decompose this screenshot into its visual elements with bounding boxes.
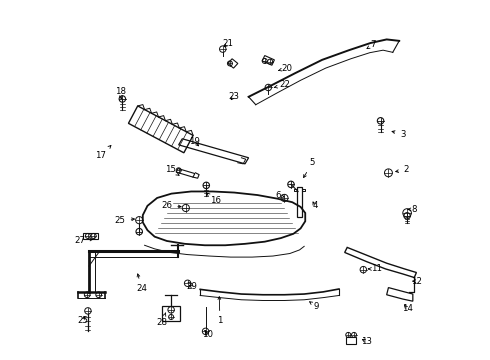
Text: 15: 15: [165, 166, 179, 175]
Text: 1: 1: [217, 297, 222, 325]
Text: 13: 13: [361, 337, 372, 346]
Text: 22: 22: [274, 81, 291, 90]
Text: 24: 24: [136, 274, 147, 293]
Text: 29: 29: [187, 282, 197, 291]
Text: 2: 2: [396, 166, 409, 175]
Text: 23: 23: [228, 92, 239, 101]
Text: 18: 18: [115, 86, 126, 99]
Text: 21: 21: [222, 39, 233, 48]
Text: 16: 16: [207, 193, 221, 205]
Text: 20: 20: [279, 64, 293, 73]
Text: 10: 10: [202, 330, 213, 339]
Text: 19: 19: [189, 137, 199, 146]
Text: 28: 28: [156, 313, 167, 327]
Text: 26: 26: [161, 201, 181, 210]
Text: 27: 27: [74, 236, 93, 245]
Text: 8: 8: [408, 205, 417, 214]
Text: 25: 25: [77, 316, 88, 325]
Text: 11: 11: [368, 265, 383, 274]
Text: 3: 3: [392, 130, 406, 139]
Text: 9: 9: [310, 302, 318, 311]
Text: 25: 25: [115, 216, 134, 225]
Text: 14: 14: [402, 304, 413, 313]
Text: 17: 17: [96, 145, 111, 160]
Text: 4: 4: [312, 201, 318, 210]
Text: 5: 5: [304, 158, 315, 177]
Text: 7: 7: [367, 40, 376, 49]
Text: 6: 6: [275, 190, 284, 199]
Text: 12: 12: [411, 276, 422, 285]
